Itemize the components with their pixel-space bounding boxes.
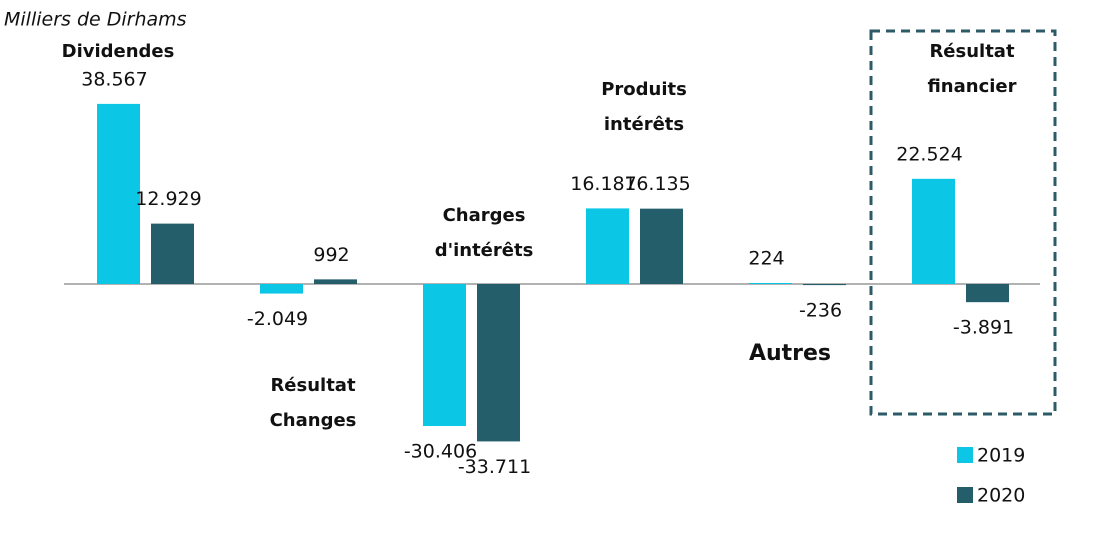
category-label: Résultat financier — [927, 41, 1017, 97]
bar — [749, 282, 792, 284]
category-label: Autres — [748, 341, 832, 366]
bar — [97, 103, 140, 284]
value-label: 224 — [748, 247, 784, 269]
value-label: -33.711 — [458, 456, 531, 478]
category-label: Dividendes — [61, 41, 175, 62]
value-label: 992 — [313, 244, 349, 266]
value-label: 12.929 — [135, 188, 201, 210]
value-label: 16.187 — [570, 173, 636, 195]
bar — [640, 208, 683, 284]
bar — [912, 178, 955, 284]
category-label: Charges d'intérêts — [434, 205, 534, 261]
value-label: 38.567 — [81, 68, 147, 90]
category-label: Produits intérêts — [601, 79, 687, 135]
bar — [423, 284, 466, 426]
highlight-box — [869, 29, 1057, 416]
value-label: 16.135 — [624, 173, 690, 195]
legend-swatch — [957, 447, 973, 463]
value-label: -2.049 — [247, 308, 308, 330]
bar — [966, 284, 1009, 303]
bar — [803, 284, 846, 286]
value-label: -236 — [799, 300, 842, 322]
bar — [477, 284, 520, 442]
category-label: Résultat Changes — [269, 375, 357, 431]
legend-label: 2019 — [977, 445, 1025, 467]
value-label: -3.891 — [953, 317, 1014, 339]
bar — [151, 223, 194, 284]
bar — [586, 208, 629, 284]
legend-swatch — [957, 487, 973, 503]
value-label: 22.524 — [896, 143, 962, 165]
bar — [260, 284, 303, 294]
chart-subtitle: Milliers de Dirhams — [4, 9, 187, 31]
value-label: -30.406 — [404, 440, 477, 462]
bar — [314, 279, 357, 284]
legend-label: 2020 — [977, 485, 1025, 507]
